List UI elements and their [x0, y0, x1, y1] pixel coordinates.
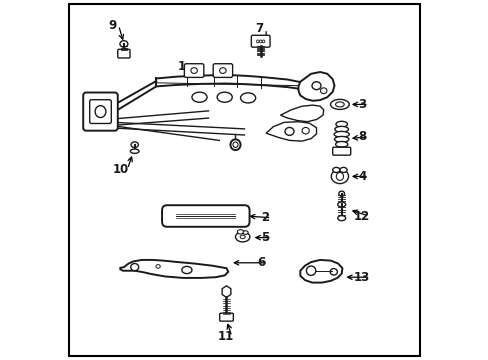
Ellipse shape: [306, 266, 315, 275]
Text: 6: 6: [257, 256, 265, 269]
Ellipse shape: [336, 172, 343, 180]
Ellipse shape: [302, 127, 309, 134]
Ellipse shape: [329, 269, 337, 275]
Ellipse shape: [256, 40, 259, 43]
Ellipse shape: [190, 68, 197, 73]
Ellipse shape: [237, 230, 244, 234]
Ellipse shape: [335, 102, 344, 107]
FancyBboxPatch shape: [184, 64, 203, 77]
Ellipse shape: [120, 41, 127, 47]
Ellipse shape: [339, 167, 346, 172]
Ellipse shape: [330, 99, 348, 109]
Ellipse shape: [232, 142, 238, 148]
Text: 8: 8: [357, 130, 366, 143]
Ellipse shape: [320, 88, 326, 94]
Text: 10: 10: [113, 163, 129, 176]
Ellipse shape: [330, 169, 348, 184]
FancyBboxPatch shape: [89, 100, 111, 123]
Ellipse shape: [240, 93, 255, 103]
Text: 1: 1: [178, 60, 186, 73]
FancyBboxPatch shape: [162, 205, 249, 227]
Text: 13: 13: [353, 271, 369, 284]
Text: 3: 3: [357, 98, 366, 111]
Ellipse shape: [219, 68, 225, 73]
Ellipse shape: [262, 40, 264, 43]
Ellipse shape: [335, 121, 347, 127]
Ellipse shape: [230, 139, 240, 150]
Ellipse shape: [192, 92, 206, 102]
Ellipse shape: [285, 127, 293, 135]
Ellipse shape: [338, 191, 344, 196]
Ellipse shape: [156, 265, 160, 268]
Ellipse shape: [217, 92, 232, 102]
FancyBboxPatch shape: [83, 93, 118, 131]
Polygon shape: [298, 72, 334, 101]
Ellipse shape: [337, 216, 345, 221]
Text: 4: 4: [357, 170, 366, 183]
FancyBboxPatch shape: [118, 49, 130, 58]
Ellipse shape: [337, 202, 345, 207]
Polygon shape: [265, 122, 316, 141]
FancyBboxPatch shape: [251, 35, 269, 47]
Ellipse shape: [336, 147, 346, 152]
Ellipse shape: [243, 231, 247, 234]
Polygon shape: [280, 105, 323, 122]
Ellipse shape: [332, 167, 339, 172]
Text: 5: 5: [261, 231, 268, 244]
Ellipse shape: [130, 264, 139, 271]
Ellipse shape: [334, 136, 348, 142]
Ellipse shape: [95, 106, 106, 117]
Text: 7: 7: [255, 22, 263, 35]
Text: 12: 12: [353, 210, 369, 222]
Polygon shape: [222, 286, 230, 297]
Text: 9: 9: [108, 19, 116, 32]
Ellipse shape: [311, 82, 320, 90]
Text: 11: 11: [217, 330, 233, 343]
Ellipse shape: [240, 235, 244, 239]
FancyBboxPatch shape: [332, 147, 350, 155]
FancyBboxPatch shape: [213, 64, 232, 77]
Ellipse shape: [335, 141, 347, 147]
Ellipse shape: [182, 266, 192, 274]
Text: 2: 2: [261, 211, 268, 224]
Ellipse shape: [333, 131, 348, 137]
Polygon shape: [300, 260, 342, 283]
Ellipse shape: [131, 142, 138, 148]
Ellipse shape: [259, 40, 262, 43]
Ellipse shape: [334, 126, 348, 132]
Polygon shape: [120, 260, 228, 278]
FancyBboxPatch shape: [219, 313, 233, 321]
Ellipse shape: [130, 149, 139, 153]
Ellipse shape: [235, 232, 249, 242]
